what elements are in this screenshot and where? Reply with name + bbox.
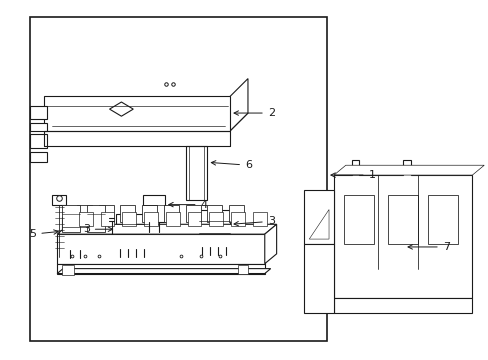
Polygon shape [304,244,333,313]
Bar [144,212,158,226]
Polygon shape [57,264,264,274]
Polygon shape [44,96,230,131]
Bar [207,204,222,222]
Text: 6: 6 [211,160,251,170]
Bar [116,215,148,249]
Polygon shape [308,210,328,239]
Bar [62,265,74,275]
Bar [120,204,135,222]
Polygon shape [230,78,247,131]
Bar [101,212,114,226]
Bar [87,204,104,232]
Bar [142,204,157,222]
Polygon shape [333,165,483,175]
Polygon shape [333,298,471,313]
Bar [198,210,230,247]
Bar [252,212,266,226]
Polygon shape [264,224,276,264]
Bar [185,145,207,200]
Bar [387,195,417,244]
Bar [187,212,201,226]
Polygon shape [30,134,47,148]
Bar [30,17,326,342]
Bar [143,195,164,222]
Bar [62,217,89,250]
Bar [79,212,93,226]
Bar [163,204,179,222]
Bar [122,212,136,226]
Bar [209,212,223,226]
Bar [62,204,80,232]
Bar [77,204,92,222]
Text: 1: 1 [330,170,375,180]
Polygon shape [57,224,276,234]
Bar [343,195,373,244]
Bar [231,212,244,226]
Polygon shape [44,113,247,131]
Polygon shape [333,160,471,298]
Polygon shape [109,102,133,116]
Text: 7: 7 [407,242,449,252]
Bar [99,204,113,222]
Text: 2: 2 [234,108,274,118]
Polygon shape [30,106,47,119]
Polygon shape [57,234,264,264]
Bar [229,204,244,222]
Bar [185,204,200,222]
Text: 3: 3 [82,224,112,234]
Text: 4: 4 [168,199,207,210]
Polygon shape [57,269,270,274]
Polygon shape [304,190,333,244]
Bar [238,265,247,274]
Polygon shape [30,123,47,131]
Bar [427,195,457,244]
Text: 3: 3 [234,216,274,226]
Text: 5: 5 [29,229,58,239]
Polygon shape [30,152,47,162]
Bar [52,195,66,204]
Bar [165,212,180,226]
